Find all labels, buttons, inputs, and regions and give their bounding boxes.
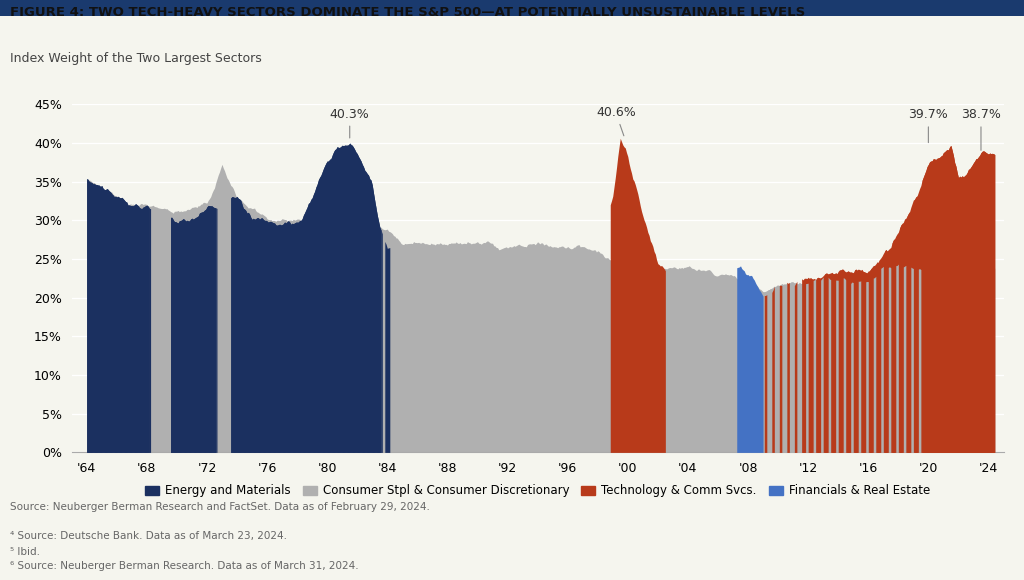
Text: ⁶ Source: Neuberger Berman Research. Data as of March 31, 2024.: ⁶ Source: Neuberger Berman Research. Dat… [10, 561, 358, 571]
Text: 40.6%: 40.6% [596, 106, 636, 136]
Text: 39.7%: 39.7% [908, 108, 948, 143]
Text: ⁴ Source: Deutsche Bank. Data as of March 23, 2024.: ⁴ Source: Deutsche Bank. Data as of Marc… [10, 531, 288, 541]
Text: 38.7%: 38.7% [962, 108, 1000, 150]
Text: FIGURE 4: TWO TECH-HEAVY SECTORS DOMINATE THE S&P 500—AT POTENTIALLY UNSUSTAINAB: FIGURE 4: TWO TECH-HEAVY SECTORS DOMINAT… [10, 6, 806, 19]
Legend: Energy and Materials, Consumer Stpl & Consumer Discretionary, Technology & Comm : Energy and Materials, Consumer Stpl & Co… [140, 480, 935, 502]
Text: 40.3%: 40.3% [330, 107, 370, 138]
Text: Source: Neuberger Berman Research and FactSet. Data as of February 29, 2024.: Source: Neuberger Berman Research and Fa… [10, 502, 430, 512]
Text: Index Weight of the Two Largest Sectors: Index Weight of the Two Largest Sectors [10, 52, 262, 65]
Text: ⁵ Ibid.: ⁵ Ibid. [10, 547, 40, 557]
